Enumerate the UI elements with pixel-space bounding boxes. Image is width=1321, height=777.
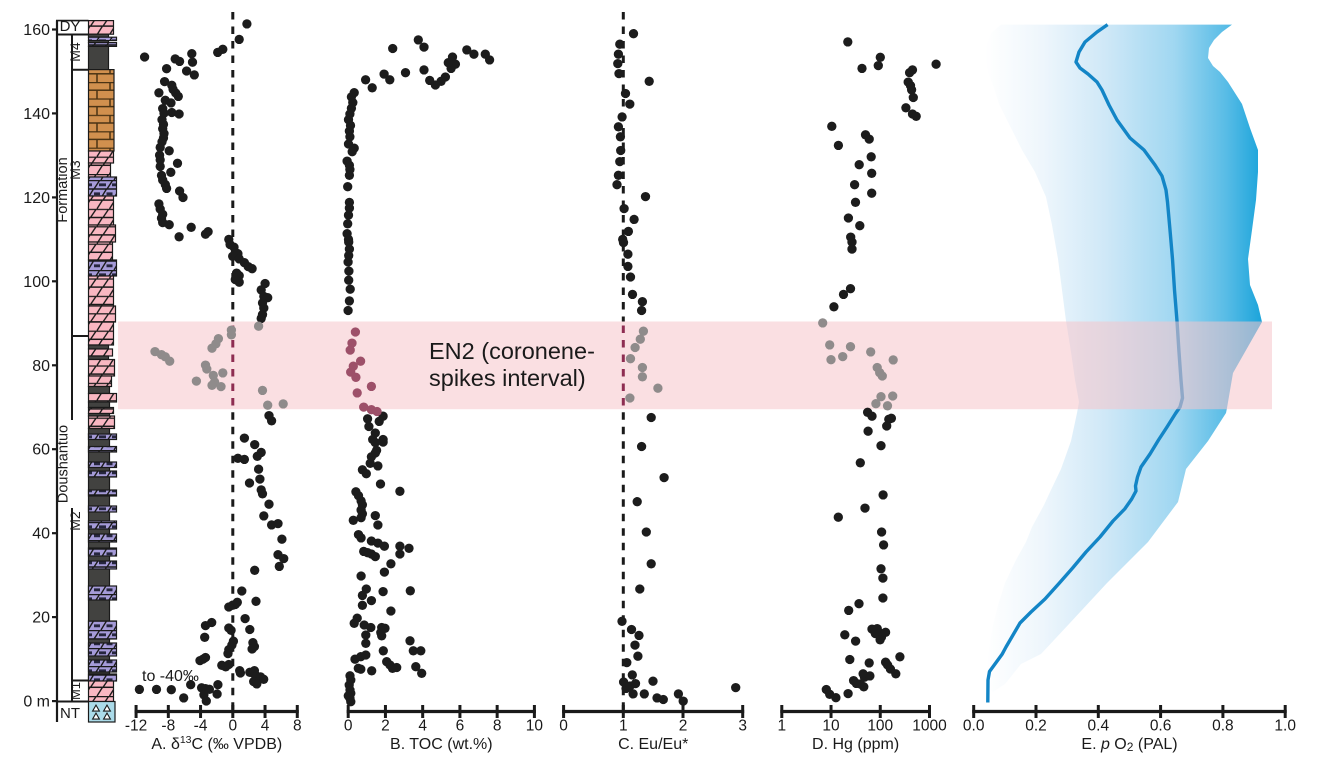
svg-text:M2: M2 [67, 511, 83, 531]
svg-text:EN2 (coronene-: EN2 (coronene- [429, 338, 595, 364]
svg-text:1.0: 1.0 [1274, 718, 1296, 735]
svg-text:Doushantuo: Doushantuo [56, 425, 72, 503]
svg-text:140: 140 [23, 106, 50, 123]
svg-text:M3: M3 [67, 160, 83, 180]
svg-text:10: 10 [822, 718, 840, 735]
svg-text:M1: M1 [68, 682, 83, 700]
svg-text:DY: DY [60, 18, 81, 35]
svg-text:3: 3 [738, 718, 747, 735]
svg-text:C. Eu/Eu*: C. Eu/Eu* [618, 736, 688, 753]
svg-text:1: 1 [619, 718, 628, 735]
svg-text:2: 2 [381, 718, 390, 735]
svg-text:spikes interval): spikes interval) [429, 365, 586, 391]
svg-text:D. Hg (ppm): D. Hg (ppm) [812, 736, 899, 753]
svg-text:20: 20 [32, 610, 50, 627]
svg-text:A. δ13C (‰ VPDB): A. δ13C (‰ VPDB) [151, 734, 282, 753]
svg-text:B. TOC (wt.%): B. TOC (wt.%) [390, 736, 493, 753]
svg-text:60: 60 [32, 442, 50, 459]
svg-text:-8: -8 [161, 718, 175, 735]
svg-text:E. p O2 (PAL): E. p O2 (PAL) [1081, 736, 1177, 754]
svg-text:1000: 1000 [912, 718, 947, 735]
svg-text:120: 120 [23, 190, 50, 207]
svg-text:0.2: 0.2 [1025, 718, 1047, 735]
svg-text:4: 4 [418, 718, 427, 735]
svg-text:6: 6 [456, 718, 465, 735]
svg-text:100: 100 [23, 274, 50, 291]
svg-text:8: 8 [493, 718, 502, 735]
svg-text:80: 80 [32, 358, 50, 375]
svg-text:4: 4 [261, 718, 270, 735]
svg-text:0: 0 [559, 718, 568, 735]
svg-text:2: 2 [679, 718, 688, 735]
svg-text:100: 100 [867, 718, 893, 735]
svg-text:40: 40 [32, 526, 50, 543]
svg-text:160: 160 [23, 22, 50, 39]
svg-text:0 m: 0 m [23, 694, 50, 711]
svg-text:0: 0 [344, 718, 353, 735]
svg-text:-4: -4 [194, 718, 208, 735]
svg-text:-12: -12 [125, 718, 147, 735]
svg-text:0.6: 0.6 [1150, 718, 1172, 735]
svg-text:0.4: 0.4 [1088, 718, 1110, 735]
svg-text:0.8: 0.8 [1212, 718, 1234, 735]
svg-text:0.0: 0.0 [963, 718, 985, 735]
svg-text:Formation: Formation [55, 157, 71, 222]
svg-text:0: 0 [228, 718, 237, 735]
svg-text:10: 10 [526, 718, 544, 735]
svg-text:to -40‰: to -40‰ [142, 668, 199, 685]
svg-text:M4: M4 [67, 42, 83, 62]
svg-text:NT: NT [60, 705, 80, 722]
svg-text:1: 1 [777, 718, 786, 735]
svg-text:8: 8 [293, 718, 302, 735]
